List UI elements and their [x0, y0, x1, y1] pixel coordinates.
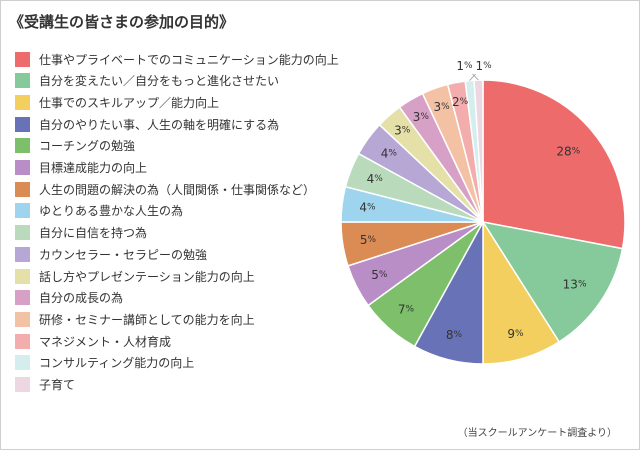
pie-slice — [473, 79, 484, 223]
slice-value-label: 5% — [360, 233, 377, 247]
legend-item: 仕事でのスキルアップ／能力向上 — [15, 93, 219, 111]
legend-swatch — [15, 290, 30, 306]
legend-swatch — [15, 355, 30, 371]
legend-label: 自分のやりたい事、人生の軸を明確にする為 — [39, 117, 280, 132]
legend-swatch — [15, 311, 30, 327]
pie-slice — [481, 220, 624, 343]
slice-value-label: 3% — [394, 123, 411, 137]
legend-label: 目標達成能力の向上 — [39, 161, 148, 175]
slice-value-label: 4% — [367, 172, 384, 186]
slice-value-label: 1% — [456, 59, 473, 73]
pie-slice — [482, 79, 626, 250]
legend-item: マネジメント・人材育成 — [15, 332, 171, 350]
legend-item: 研修・セミナー講師としての能力を向上 — [15, 310, 255, 328]
legend-item: 話し方やプレゼンテーション能力の向上 — [15, 267, 255, 285]
legend-swatch — [15, 73, 30, 89]
legend-item: コンサルティング能力の向上 — [15, 354, 194, 372]
legend-label: コーチングの勉強 — [39, 139, 136, 154]
legend-swatch — [15, 246, 30, 262]
slice-value-label: 4% — [359, 200, 376, 214]
legend-swatch — [15, 51, 30, 67]
slice-value-label: 4% — [381, 147, 398, 161]
slice-value-label: 3% — [413, 110, 430, 124]
legend-label: 自分を変えたい／自分をもっと進化させたい — [39, 74, 280, 89]
legend-item: 自分に自信を持つ為 — [15, 224, 147, 242]
legend-label: コンサルティング能力の向上 — [39, 356, 195, 371]
slice-value-label: 1% — [475, 59, 492, 73]
legend-swatch — [15, 181, 30, 197]
legend-label: カウンセラー・セラピーの勉強 — [39, 247, 208, 262]
legend-item: 人生の問題の解決の為（人間関係・仕事関係など） — [15, 180, 315, 198]
slice-value-label: 3% — [433, 100, 450, 114]
leader-line — [472, 73, 479, 81]
legend-swatch — [15, 377, 30, 392]
legend-item: 子育て — [15, 376, 75, 394]
legend-swatch — [15, 333, 30, 349]
slice-value-label: 9% — [507, 327, 524, 341]
legend-swatch — [15, 225, 30, 241]
legend-label: 仕事でのスキルアップ／能力向上 — [39, 95, 220, 110]
legend-item: 自分のやりたい事、人生の軸を明確にする為 — [15, 115, 279, 133]
legend-label: 研修・セミナー講師としての能力を向上 — [39, 312, 255, 327]
leader-line — [469, 73, 476, 81]
legend-label: 自分の成長の為 — [39, 291, 124, 306]
legend-label: 話し方やプレゼンテーション能力の向上 — [39, 269, 255, 284]
pie-slice — [482, 219, 561, 365]
legend-item: 自分の成長の為 — [15, 289, 123, 307]
legend-swatch — [15, 94, 30, 110]
legend-swatch — [15, 203, 30, 219]
slice-value-label: 13% — [563, 277, 587, 291]
legend-label: 自分に自信を持つ為 — [39, 226, 148, 241]
slice-value-label: 5% — [371, 268, 388, 282]
slice-value-label: 2% — [452, 95, 469, 109]
legend-item: ゆとりある豊かな人生の為 — [15, 202, 183, 220]
source-note: （当スクールアンケート調査より） — [457, 428, 617, 439]
legend-swatch — [15, 160, 30, 175]
legend-label: 人生の問題の解決の為（人間関係・仕事関係など） — [39, 182, 316, 197]
legend-swatch — [15, 116, 30, 132]
legend-swatch — [15, 138, 30, 154]
legend-item: 自分を変えたい／自分をもっと進化させたい — [15, 72, 279, 90]
legend-item: コーチングの勉強 — [15, 137, 135, 155]
slice-value-label: 7% — [398, 302, 415, 316]
legend-item: 仕事やプライベートでのコミュニケーション能力の向上 — [15, 50, 339, 68]
slice-value-label: 8% — [446, 328, 463, 342]
legend-item: カウンセラー・セラピーの勉強 — [15, 245, 207, 263]
legend-label: ゆとりある豊かな人生の為 — [39, 204, 184, 219]
legend-item: 目標達成能力の向上 — [15, 159, 147, 177]
chart-title: 《受講生の皆さまの参加の目的》 — [9, 13, 235, 31]
legend-swatch — [15, 268, 30, 284]
legend-label: 仕事やプライベートでのコミュニケーション能力の向上 — [39, 52, 339, 67]
legend-label: マネジメント・人材育成 — [39, 334, 172, 349]
slice-value-label: 28% — [556, 144, 580, 158]
legend-label: 子育て — [39, 378, 76, 392]
